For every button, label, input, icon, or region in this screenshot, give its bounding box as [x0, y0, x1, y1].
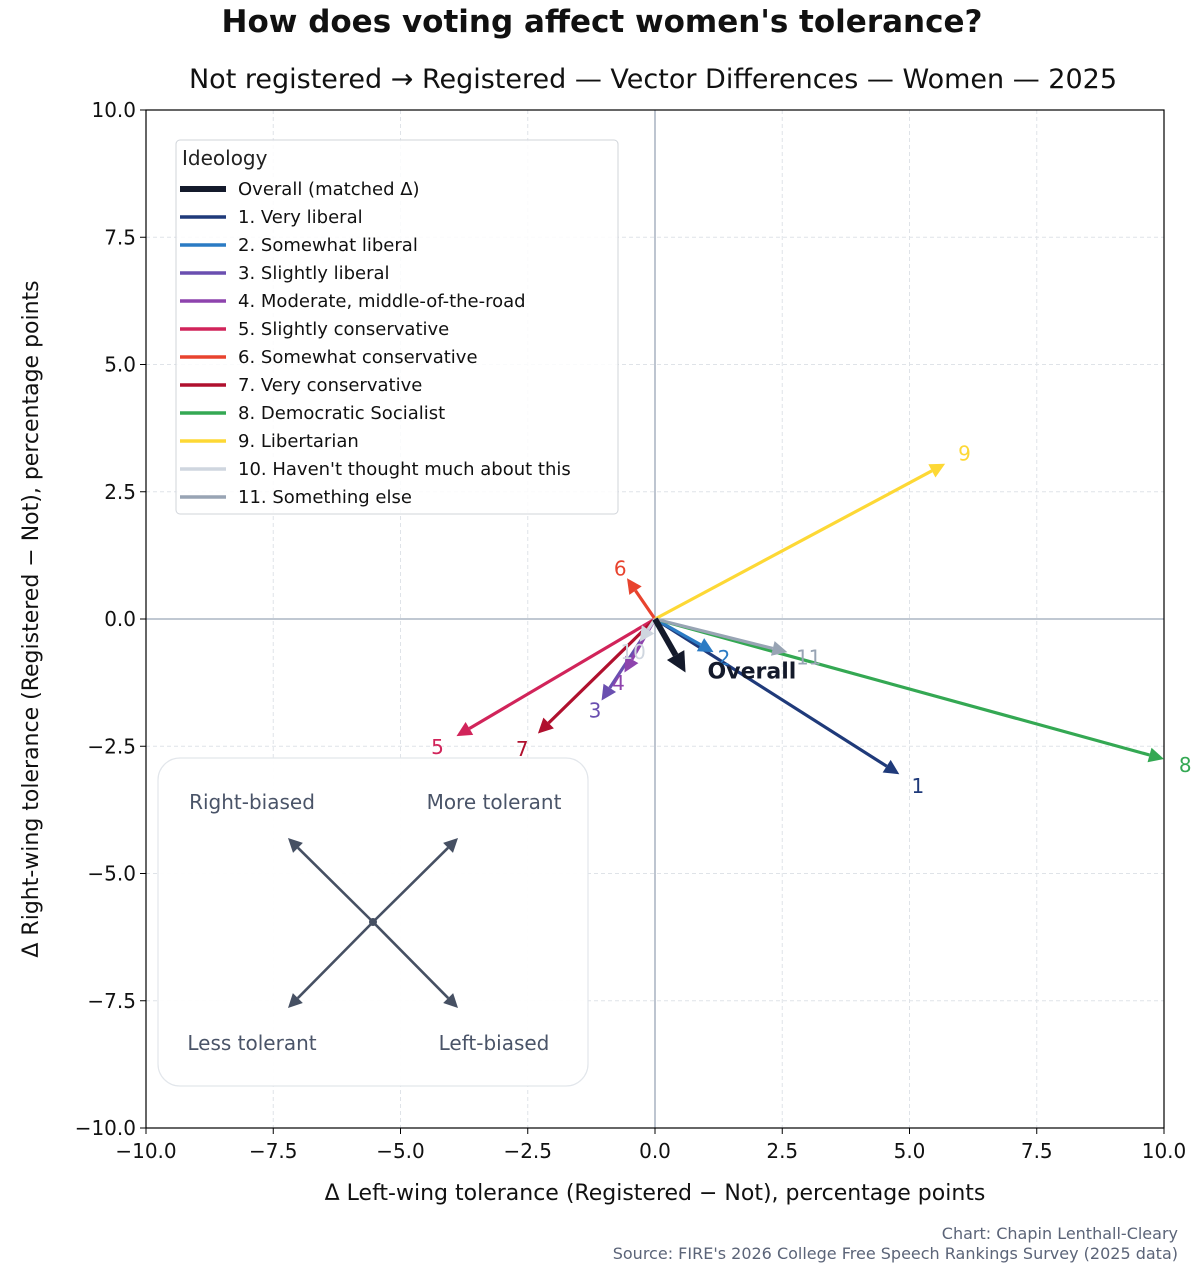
y-tick-label: 7.5: [104, 225, 136, 249]
x-tick-label: 2.5: [766, 1139, 798, 1163]
legend-entry: 3. Slightly liberal: [238, 263, 390, 284]
vector-label-9: 9: [958, 441, 971, 465]
y-tick-label: −10.0: [75, 1116, 136, 1140]
vector-arrow-7: [537, 617, 657, 734]
legend-entry: Overall (matched Δ): [238, 179, 420, 200]
vector-arrow-1: [654, 617, 900, 775]
x-tick-label: −2.5: [503, 1139, 552, 1163]
x-tick-label: −7.5: [249, 1139, 298, 1163]
legend-box: [175, 139, 619, 515]
x-tick-label: 5.0: [894, 1139, 926, 1163]
legend-entry: 9. Libertarian: [238, 431, 359, 452]
legend-entry: 10. Haven't thought much about this: [238, 459, 571, 480]
key-center-dot: [369, 918, 377, 926]
key-label-right-biased: Right-biased: [189, 790, 315, 814]
vector-arrow-5: [456, 617, 656, 737]
y-tick-label: 0.0: [104, 607, 136, 631]
key-arrow-less-tolerant: [288, 921, 374, 1008]
x-tick-label: 10.0: [1142, 1139, 1187, 1163]
vector-label-3: 3: [589, 698, 602, 722]
key-arrow-right-biased: [288, 838, 374, 923]
legend-entry: 8. Democratic Socialist: [238, 403, 445, 424]
vector-label-4: 4: [612, 671, 625, 695]
legend-entry: 5. Slightly conservative: [238, 319, 449, 340]
key-label-more-tolerant: More tolerant: [427, 790, 562, 814]
overall-arrow: [652, 617, 686, 673]
key-arrow-left-biased: [372, 921, 458, 1008]
legend-entry: 1. Very liberal: [238, 207, 363, 228]
vector-label-1: 1: [912, 774, 925, 798]
legend-entry: 7. Very conservative: [238, 375, 422, 396]
vector-arrow-2: [654, 617, 714, 653]
vector-label-5: 5: [431, 735, 444, 759]
chart-subtitle: Not registered → Registered — Vector Dif…: [188, 64, 1118, 95]
key-label-left-biased: Left-biased: [439, 1031, 550, 1055]
y-tick-label: −5.0: [87, 862, 136, 886]
legend-entry: 2. Somewhat liberal: [238, 235, 418, 256]
key-label-less-tolerant: Less tolerant: [187, 1031, 316, 1055]
vector-arrow-9: [654, 463, 946, 621]
y-tick-label: 5.0: [104, 353, 136, 377]
vector-label-11: 11: [796, 645, 821, 669]
y-tick-label: 2.5: [104, 480, 136, 504]
vector-label-2: 2: [718, 646, 731, 670]
chart-source: Source: FIRE's 2026 College Free Speech …: [612, 1244, 1178, 1263]
y-axis-label: Δ Right-wing tolerance (Registered − Not…: [19, 280, 44, 957]
vector-label-7: 7: [516, 737, 529, 761]
x-axis-label: Δ Left-wing tolerance (Registered − Not)…: [325, 1181, 986, 1206]
key-arrow-more-tolerant: [372, 838, 458, 923]
legend-entry: 11. Something else: [238, 487, 412, 508]
chart-title: How does voting affect women's tolerance…: [221, 4, 983, 40]
legend-title: Ideology: [182, 146, 268, 170]
x-tick-label: −10.0: [115, 1139, 176, 1163]
legend-entry: 4. Moderate, middle-of-the-road: [238, 291, 526, 312]
x-tick-label: 7.5: [1021, 1139, 1053, 1163]
y-tick-label: −2.5: [87, 734, 136, 758]
overall-label: Overall: [708, 659, 797, 684]
x-tick-label: 0.0: [639, 1139, 671, 1163]
vector-label-8: 8: [1179, 753, 1192, 777]
vector-label-10: 10: [620, 640, 645, 664]
chart-credit: Chart: Chapin Lenthall-Cleary: [941, 1224, 1178, 1243]
vector-label-6: 6: [614, 556, 627, 580]
y-tick-label: −7.5: [87, 989, 136, 1013]
vector-arrow-8: [654, 617, 1164, 763]
legend-entry: 6. Somewhat conservative: [238, 347, 478, 368]
y-tick-label: 10.0: [91, 98, 136, 122]
vector-arrow-11: [654, 617, 788, 656]
x-tick-label: −5.0: [376, 1139, 425, 1163]
vector-arrow-6: [627, 578, 657, 620]
